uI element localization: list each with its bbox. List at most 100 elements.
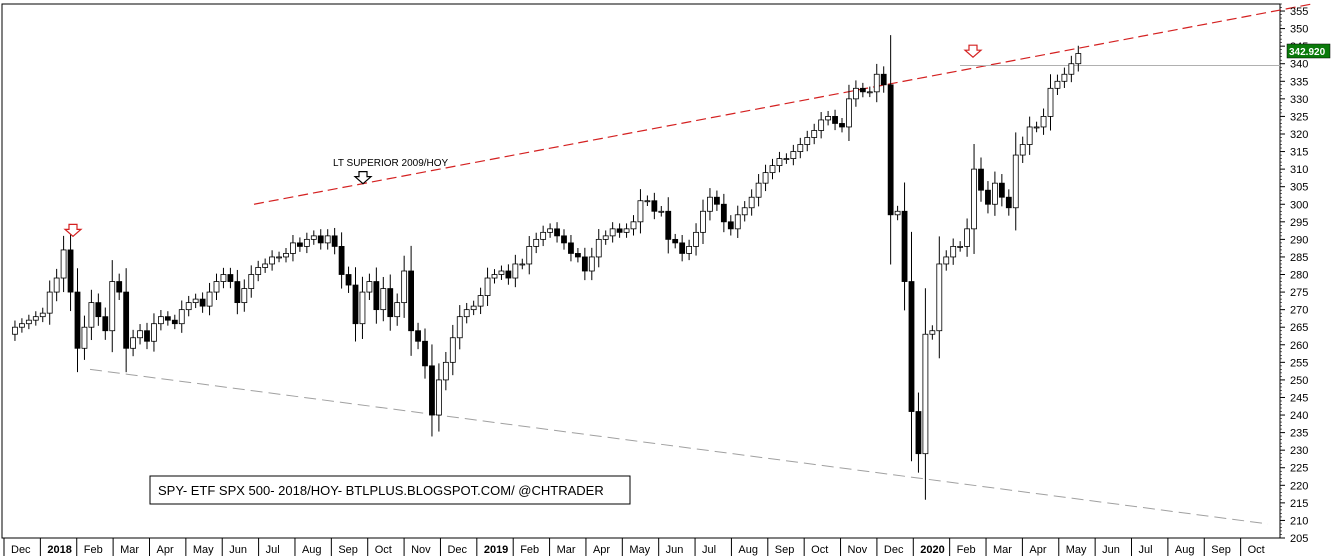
x-tick-label: Feb: [520, 544, 539, 556]
candle-body: [846, 98, 852, 128]
candle-body: [123, 291, 130, 349]
candle: [741, 201, 748, 222]
candle: [449, 324, 456, 376]
candle: [32, 311, 39, 326]
candle-body: [547, 228, 553, 233]
candle: [116, 273, 123, 300]
candle-body: [130, 337, 137, 349]
candle: [971, 143, 977, 254]
candle-body: [227, 274, 234, 282]
candle: [804, 130, 811, 152]
candle: [185, 295, 192, 317]
x-tick-label: Apr: [593, 544, 610, 556]
y-tick-label: 335: [1290, 76, 1308, 88]
y-tick-label: 330: [1290, 94, 1308, 106]
candle-body: [387, 288, 394, 318]
candle: [783, 153, 790, 164]
candle-body: [137, 330, 143, 339]
candle: [985, 181, 991, 214]
candle-body: [491, 274, 498, 279]
candle-body: [568, 242, 574, 254]
candle: [915, 392, 922, 473]
candle: [380, 276, 387, 322]
candle-body: [296, 242, 303, 247]
x-tick-label: Jul: [702, 544, 716, 556]
candle: [255, 260, 262, 282]
candle: [658, 206, 665, 217]
candle: [213, 273, 220, 300]
candle: [686, 239, 692, 261]
y-tick-label: 290: [1290, 234, 1308, 246]
candle-body: [373, 281, 380, 311]
candle-body: [366, 281, 373, 293]
x-tick-label: Sep: [338, 544, 358, 556]
candle-body: [310, 235, 317, 240]
x-tick-label: Dec: [884, 544, 904, 556]
candle-body: [700, 210, 706, 233]
candle-body: [985, 189, 991, 205]
candle: [505, 264, 512, 285]
candle: [929, 325, 936, 340]
y-tick-label: 350: [1290, 24, 1308, 36]
candle-body: [484, 277, 491, 296]
candle: [832, 109, 838, 131]
candle-body: [32, 316, 39, 321]
y-tick-label: 235: [1290, 428, 1308, 440]
candle-body: [554, 228, 560, 237]
x-axis: Dec 2018 Feb Mar Apr May Jun Jul Aug Sep Oct Nov Dec…: [2, 537, 1280, 556]
candle: [894, 205, 901, 221]
candle: [693, 223, 699, 256]
candle: [352, 267, 359, 342]
x-tick-label: Dec: [447, 544, 467, 556]
candle: [846, 84, 852, 142]
y-tick-label: 355: [1290, 6, 1308, 18]
y-tick-label: 215: [1290, 498, 1308, 510]
y-tick-label: 295: [1290, 217, 1308, 229]
candle-body: [853, 87, 859, 100]
candle-body: [825, 116, 831, 121]
candle-body: [588, 256, 595, 272]
candle-body: [88, 302, 95, 328]
y-tick-label: 260: [1290, 340, 1308, 352]
candle: [1061, 67, 1068, 88]
candle: [415, 322, 421, 350]
candle-body: [422, 340, 428, 367]
down-arrow-icon: [353, 171, 373, 185]
x-tick-label: Nov: [848, 544, 868, 556]
y-tick-label: 250: [1290, 375, 1308, 387]
candle: [324, 229, 331, 250]
candle-body: [456, 316, 463, 339]
candle: [81, 315, 88, 360]
candle-body: [533, 238, 540, 247]
candle: [74, 268, 81, 373]
candle: [130, 329, 137, 357]
x-tick-label: May: [629, 544, 650, 556]
candle: [748, 189, 755, 216]
candle-body: [60, 249, 67, 279]
candle-body: [832, 116, 838, 124]
candle: [18, 318, 25, 333]
candle: [303, 232, 310, 254]
candle-body: [67, 249, 74, 293]
candle: [1026, 116, 1033, 155]
candle: [595, 229, 602, 268]
candle: [192, 293, 199, 309]
y-tick-label: 305: [1290, 182, 1308, 194]
candle-body: [866, 91, 873, 94]
candle-body: [324, 235, 331, 244]
x-tick-label: Oct: [1248, 544, 1265, 556]
candle: [95, 293, 102, 326]
chart-title: SPY- ETF SPX 500- 2018/HOY- BTLPLUS.BLOG…: [158, 483, 604, 498]
candle: [387, 274, 394, 331]
candle: [720, 193, 727, 233]
candle: [519, 258, 526, 270]
x-tick-label: Jul: [266, 544, 280, 556]
candle-body: [81, 326, 88, 349]
candle-body: [394, 302, 401, 318]
candle: [144, 322, 150, 350]
candle-body: [435, 379, 442, 416]
candle: [123, 268, 130, 373]
candle-body: [25, 319, 32, 325]
